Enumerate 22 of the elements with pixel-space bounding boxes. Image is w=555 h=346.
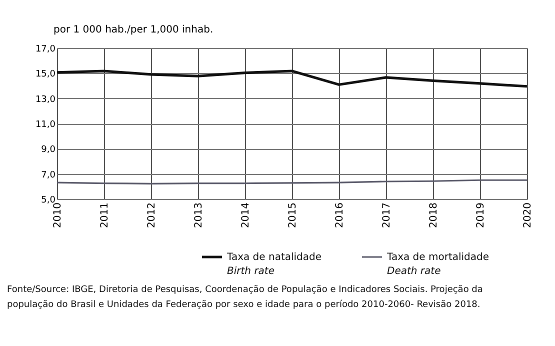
x-tick-label: 2011 [100, 202, 110, 228]
legend-label: Taxa de natalidade Birth rate [226, 252, 322, 277]
legend-label: Taxa de mortalidade Death rate [386, 252, 490, 277]
y-tick-label: 15,0 [35, 70, 56, 80]
x-tick-label: 2017 [382, 202, 392, 228]
y-axis-title: por 1 000 hab./per 1,000 inhab. [54, 24, 214, 36]
x-tick-label: 2012 [146, 202, 158, 228]
x-tick-label: 2013 [194, 202, 204, 228]
source-note: Fonte/Source: IBGE, Diretoria de Pesquisas, Coordenação de População e Indicadores Sociais. Projeção da população do Brasil e Unidades da Federação por sexo e idade para o período 2010-2060- Revisão 2018. [7, 285, 483, 310]
x-tick-label: 2016 [334, 202, 346, 228]
x-tick-label: 2018 [428, 202, 440, 228]
x-tick-label: 2010 [52, 202, 64, 228]
y-tick-label: 7,0 [41, 170, 56, 180]
x-tick-label: 2020 [522, 202, 534, 228]
y-tick-label: 9,0 [41, 145, 56, 156]
y-tick-label: 17,0 [35, 44, 56, 54]
y-tick-label: 13,0 [35, 94, 56, 105]
x-tick-label: 2019 [476, 202, 486, 228]
x-tick-label: 2015 [288, 202, 298, 228]
x-tick-label: 2014 [240, 202, 252, 228]
y-tick-label: 11,0 [35, 120, 56, 130]
line-series [56, 70, 528, 88]
